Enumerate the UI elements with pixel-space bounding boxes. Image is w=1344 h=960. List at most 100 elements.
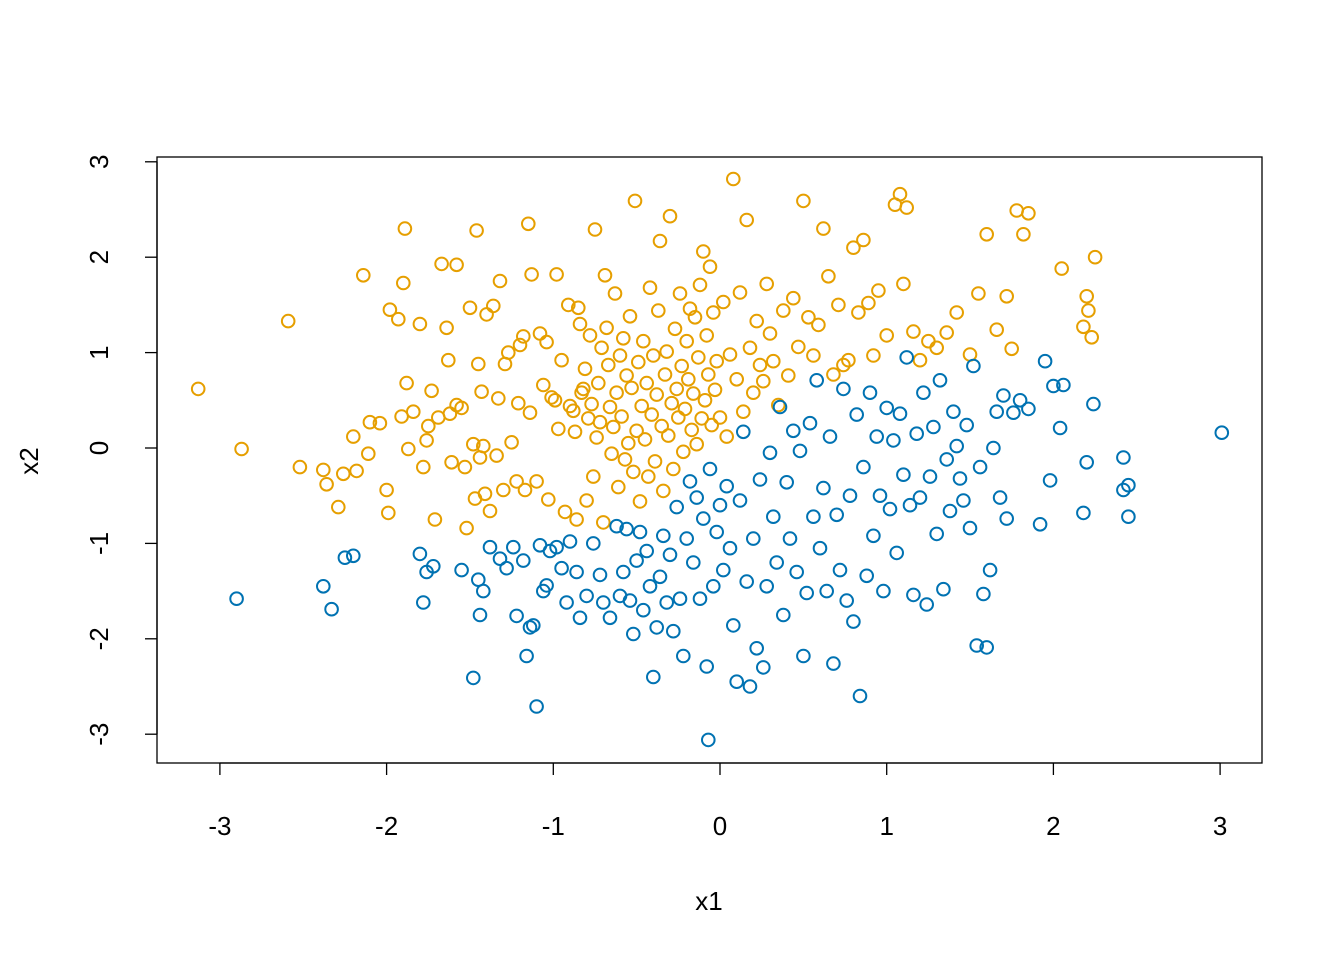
data-point bbox=[766, 353, 781, 369]
y-tick-label: 1 bbox=[84, 345, 114, 359]
data-point bbox=[712, 497, 728, 513]
data-point bbox=[956, 493, 971, 508]
data-point bbox=[372, 415, 388, 431]
data-point bbox=[619, 368, 634, 383]
data-point bbox=[466, 436, 481, 452]
data-point bbox=[539, 334, 554, 350]
data-point bbox=[1037, 353, 1053, 369]
data-point bbox=[1032, 517, 1048, 532]
data-point bbox=[504, 435, 519, 450]
data-point bbox=[442, 406, 458, 422]
data-point bbox=[749, 313, 765, 329]
data-point bbox=[656, 483, 671, 499]
data-point bbox=[752, 357, 768, 373]
data-point bbox=[766, 509, 781, 525]
data-point bbox=[1121, 477, 1136, 493]
data-point bbox=[759, 276, 775, 292]
data-point bbox=[482, 539, 498, 555]
data-point bbox=[509, 608, 524, 624]
data-point bbox=[729, 372, 745, 387]
data-point bbox=[1081, 303, 1096, 318]
data-point bbox=[472, 607, 488, 623]
data-point bbox=[742, 679, 758, 694]
data-point bbox=[642, 579, 658, 594]
data-point bbox=[852, 688, 868, 704]
data-point bbox=[816, 221, 831, 236]
data-point bbox=[454, 562, 469, 578]
data-point bbox=[801, 310, 816, 325]
data-point bbox=[1084, 330, 1099, 345]
data-point bbox=[811, 317, 826, 333]
data-point bbox=[521, 216, 536, 232]
data-point bbox=[726, 171, 741, 187]
data-point bbox=[672, 591, 688, 607]
data-point bbox=[1021, 206, 1036, 221]
data-point bbox=[926, 419, 941, 435]
data-point bbox=[892, 406, 908, 422]
data-point bbox=[381, 505, 396, 521]
data-point bbox=[541, 492, 556, 507]
data-point bbox=[599, 320, 614, 336]
data-point bbox=[849, 407, 865, 422]
data-point bbox=[1116, 482, 1131, 498]
data-point bbox=[349, 463, 364, 479]
data-point bbox=[802, 415, 818, 431]
data-point bbox=[621, 435, 636, 451]
data-point bbox=[862, 385, 878, 401]
data-point bbox=[819, 583, 835, 599]
data-point bbox=[659, 344, 675, 359]
data-point bbox=[776, 607, 791, 623]
data-point bbox=[949, 438, 965, 454]
data-point bbox=[424, 383, 439, 399]
data-point bbox=[796, 193, 811, 209]
data-point bbox=[1052, 420, 1068, 436]
x-tick-label: -1 bbox=[542, 811, 565, 841]
data-point bbox=[666, 461, 681, 477]
data-point bbox=[1004, 341, 1020, 357]
data-point bbox=[629, 553, 644, 568]
data-point bbox=[511, 395, 526, 411]
data-point bbox=[491, 391, 506, 406]
data-point bbox=[836, 357, 851, 373]
x-tick-label: 2 bbox=[1046, 811, 1060, 841]
data-point bbox=[536, 377, 551, 393]
data-point bbox=[427, 512, 443, 527]
data-point bbox=[872, 488, 888, 504]
data-point bbox=[547, 393, 563, 408]
data-point bbox=[324, 601, 339, 617]
data-point bbox=[916, 385, 931, 401]
data-point bbox=[651, 303, 666, 318]
data-point bbox=[476, 583, 491, 599]
data-point bbox=[586, 536, 601, 551]
data-point bbox=[906, 587, 921, 603]
data-point bbox=[729, 674, 745, 690]
data-point bbox=[886, 433, 901, 448]
data-point bbox=[661, 428, 676, 443]
x-tick-label: 0 bbox=[713, 811, 727, 841]
data-point bbox=[626, 626, 641, 642]
data-point bbox=[796, 648, 811, 664]
data-point bbox=[759, 579, 775, 594]
data-point bbox=[582, 328, 598, 343]
data-point bbox=[444, 455, 459, 470]
data-point bbox=[929, 340, 945, 356]
data-point bbox=[562, 534, 578, 549]
data-point bbox=[412, 316, 428, 332]
data-point bbox=[699, 328, 715, 343]
data-point bbox=[466, 670, 481, 686]
data-point bbox=[627, 193, 643, 209]
data-point bbox=[469, 223, 484, 238]
data-point bbox=[791, 339, 806, 355]
data-point bbox=[319, 477, 334, 492]
data-point bbox=[622, 309, 638, 324]
data-point bbox=[439, 320, 454, 336]
data-point bbox=[592, 414, 608, 430]
data-point bbox=[486, 298, 501, 314]
data-point bbox=[539, 578, 554, 593]
data-point bbox=[526, 618, 541, 633]
x-tick-label: 1 bbox=[879, 811, 893, 841]
data-point bbox=[496, 482, 511, 498]
data-point bbox=[871, 283, 886, 298]
data-point bbox=[561, 297, 576, 313]
data-point bbox=[652, 233, 668, 249]
